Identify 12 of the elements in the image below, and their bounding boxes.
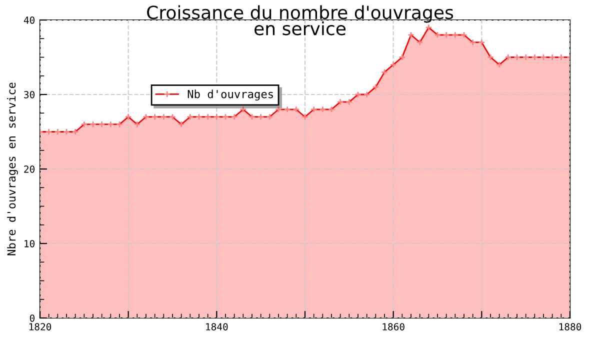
y-tick-label: 10 <box>24 240 35 248</box>
x-tick-label: 1820 <box>29 323 52 330</box>
x-tick-label: 1880 <box>559 323 582 330</box>
y-tick-label: 30 <box>24 91 35 98</box>
y-tick-label: 20 <box>24 166 35 173</box>
chart-title: Croissance du nombre d'ouvrages en service <box>147 5 454 36</box>
x-tick-label: 1840 <box>206 323 228 330</box>
x-tick-label: 1860 <box>382 323 404 330</box>
y-axis-title: Nbre d'ouvrages en service <box>7 82 18 256</box>
y-tick-label: 0 <box>30 314 35 322</box>
legend-label: Nb d'ouvrages <box>188 90 273 100</box>
y-tick-label: 40 <box>24 16 35 24</box>
